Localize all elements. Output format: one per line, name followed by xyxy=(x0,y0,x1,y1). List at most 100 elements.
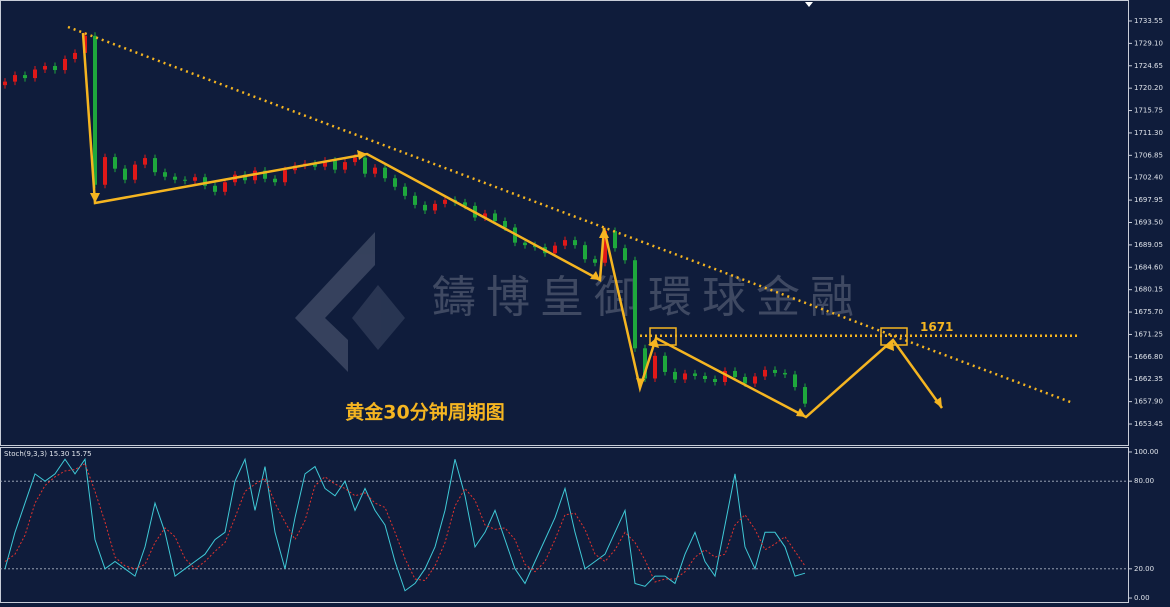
level-label: 1671 xyxy=(920,320,953,334)
candle-body xyxy=(443,199,447,204)
candle-body xyxy=(213,185,217,192)
candle-body xyxy=(183,179,187,181)
candle-body xyxy=(393,178,397,187)
candle-body xyxy=(133,164,137,180)
candle-body xyxy=(193,177,197,181)
y-tick-label: 1671.25 xyxy=(1134,330,1163,338)
candle-body xyxy=(773,369,777,373)
annotation: 黄金30分钟周期图 xyxy=(345,401,504,424)
y-tick-label: 1733.55 xyxy=(1134,17,1163,25)
y-tick-label: 1697.95 xyxy=(1134,196,1163,204)
candle-body xyxy=(223,182,227,192)
candle-body xyxy=(663,355,667,372)
candle-body xyxy=(263,170,267,179)
candle-body xyxy=(493,213,497,221)
y-tick-label: 1711.30 xyxy=(1134,129,1163,137)
candle-body xyxy=(383,167,387,179)
candle-body xyxy=(653,355,657,379)
y-tick-label: 1662.35 xyxy=(1134,375,1163,383)
candle-body xyxy=(623,248,627,261)
candle-body xyxy=(573,240,577,246)
candle-body xyxy=(693,373,697,376)
candle-body xyxy=(113,157,117,169)
watermark-logo xyxy=(295,232,405,372)
y-tick-label: 1706.85 xyxy=(1134,151,1163,159)
y-tick-label: 1720.20 xyxy=(1134,84,1163,92)
candle-body xyxy=(603,231,607,263)
candle-body xyxy=(53,66,57,71)
forecast-path xyxy=(81,32,944,419)
candle-body xyxy=(313,163,317,167)
candle-body xyxy=(43,66,47,70)
y-tick-label: 20.00 xyxy=(1134,565,1154,573)
candle-body xyxy=(123,168,127,180)
y-tick-label: 1666.80 xyxy=(1134,353,1163,361)
forecast-drawing xyxy=(67,25,1074,419)
candle-body xyxy=(723,370,727,383)
candle-body xyxy=(403,186,407,196)
y-tick-label: 0.00 xyxy=(1134,594,1150,602)
candle-body xyxy=(753,376,757,384)
candle-body xyxy=(93,35,97,185)
candle-body xyxy=(763,369,767,377)
candle-body xyxy=(323,160,327,167)
candle-body xyxy=(633,260,637,349)
y-tick-label: 1715.75 xyxy=(1134,107,1163,115)
candle-body xyxy=(523,242,527,246)
highlight-box xyxy=(649,327,677,346)
marker xyxy=(805,2,813,7)
candle-body xyxy=(733,370,737,377)
y-tick-label: 1675.70 xyxy=(1134,308,1163,316)
candle-body xyxy=(73,52,77,59)
candle-body xyxy=(613,231,617,249)
stoch-line xyxy=(4,462,806,583)
candle-body xyxy=(23,75,27,79)
candle-body xyxy=(13,75,17,82)
y-tick-label: 1653.45 xyxy=(1134,420,1163,428)
candle-body xyxy=(273,178,277,183)
arrowheads xyxy=(90,150,942,417)
watermark: 鑄博皇御環球金融 xyxy=(432,272,864,323)
candle-body xyxy=(503,220,507,228)
y-tick-label: 1702.40 xyxy=(1134,174,1163,182)
highlight-box xyxy=(880,327,908,346)
candle-body xyxy=(483,213,487,218)
candle-body xyxy=(243,174,247,181)
candle-body xyxy=(173,176,177,180)
trend-line xyxy=(67,25,1074,405)
candle-body xyxy=(423,204,427,211)
y-tick-label: 80.00 xyxy=(1134,477,1154,485)
candle-body xyxy=(593,259,597,263)
candle-body xyxy=(203,177,207,186)
candle-body xyxy=(803,387,807,404)
y-tick-label: 1693.50 xyxy=(1134,219,1163,227)
candle-body xyxy=(283,170,287,183)
candle-body xyxy=(363,157,367,174)
y-tick-label: 1680.15 xyxy=(1134,286,1163,294)
candle-body xyxy=(743,376,747,384)
candle-body xyxy=(163,172,167,177)
candle-body xyxy=(673,371,677,380)
candle-body xyxy=(413,195,417,205)
candle-body xyxy=(143,158,147,165)
candle-body xyxy=(333,160,337,170)
candle-body xyxy=(793,374,797,388)
y-tick-label: 1724.65 xyxy=(1134,62,1163,70)
candle-body xyxy=(683,373,687,380)
candle-body xyxy=(153,158,157,173)
candle-body xyxy=(783,372,787,375)
indicator-title: Stoch(9,3,3) 15.30 15.75 xyxy=(4,450,92,458)
candle-body xyxy=(33,69,37,79)
candle-body xyxy=(3,81,7,86)
candle-body xyxy=(253,170,257,181)
y-tick-label: 1689.05 xyxy=(1134,241,1163,249)
y-tick-label: 1657.90 xyxy=(1134,398,1163,406)
candle-body xyxy=(583,245,587,260)
candle-body xyxy=(553,245,557,254)
candle-body xyxy=(103,157,107,185)
candle-body xyxy=(463,202,467,206)
y-tick-label: 1729.10 xyxy=(1134,39,1163,47)
